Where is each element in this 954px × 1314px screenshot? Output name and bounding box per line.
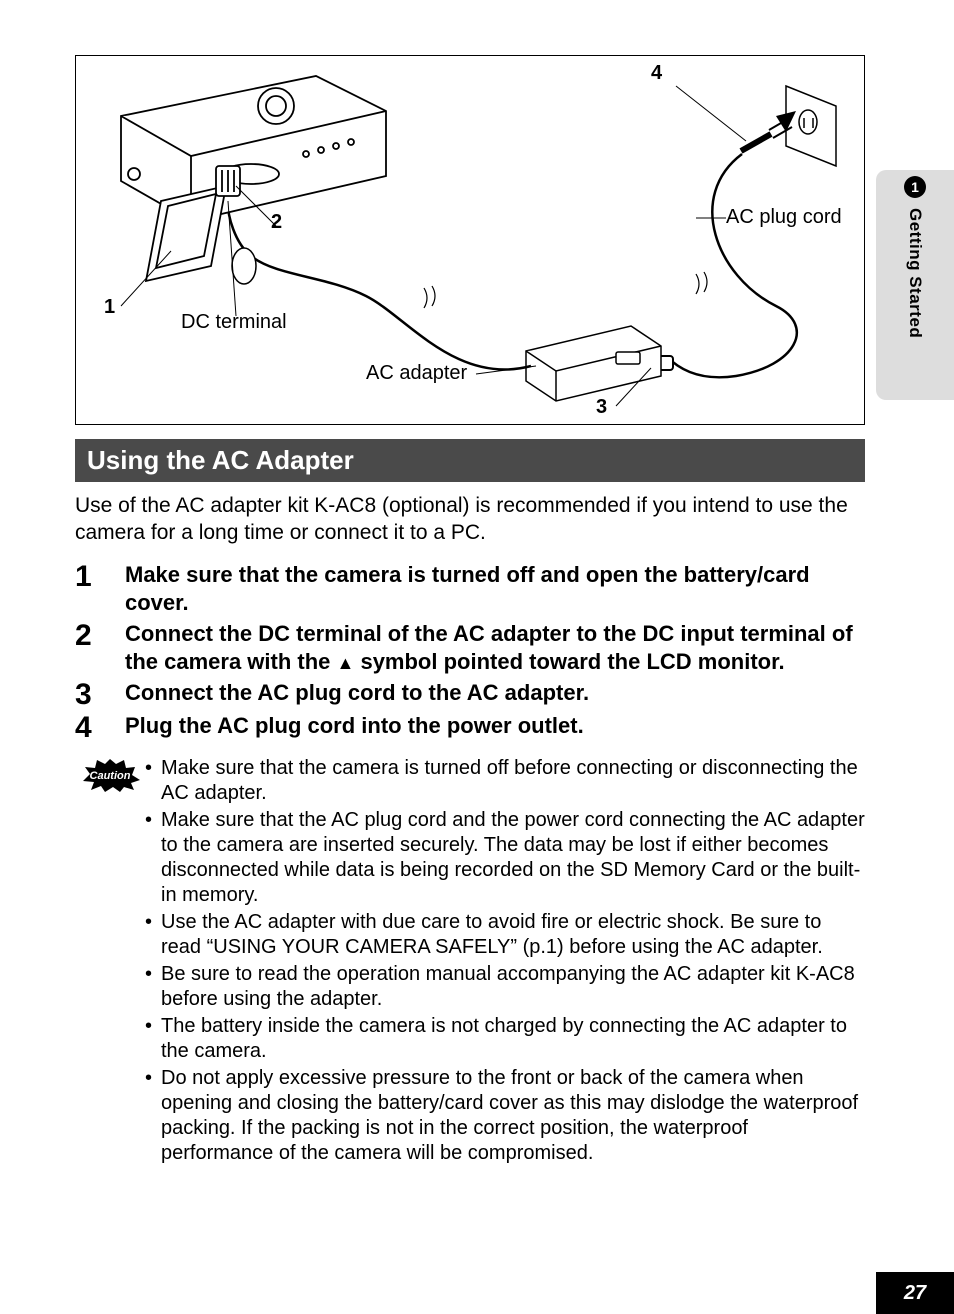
caution-item: •Make sure that the camera is turned off…: [145, 756, 865, 806]
figure-illustration: [76, 56, 866, 426]
step-row: 4 Plug the AC plug cord into the power o…: [75, 712, 865, 744]
figure-label-dc-terminal: DC terminal: [181, 311, 287, 334]
chapter-label: Getting Started: [905, 208, 925, 338]
section-heading: Using the AC Adapter: [75, 439, 865, 482]
figure-callout-1: 1: [104, 296, 115, 319]
figure-ac-adapter: 1 2 3 4 DC terminal AC adapter AC plug c…: [75, 55, 865, 425]
caution-item: •Do not apply excessive pressure to the …: [145, 1066, 865, 1166]
step-text: Connect the DC terminal of the AC adapte…: [125, 620, 865, 677]
page-number: 27: [876, 1272, 954, 1314]
chapter-tab: 1 Getting Started: [876, 170, 954, 400]
step-row: 2 Connect the DC terminal of the AC adap…: [75, 620, 865, 677]
caution-item: •The battery inside the camera is not ch…: [145, 1014, 865, 1064]
up-triangle-icon: ▲: [337, 652, 355, 675]
step-number: 4: [75, 712, 125, 744]
step-number: 3: [75, 679, 125, 711]
step-text: Connect the AC plug cord to the AC adapt…: [125, 679, 589, 708]
content-area: 1 2 3 4 DC terminal AC adapter AC plug c…: [75, 55, 865, 1168]
step-row: 1 Make sure that the camera is turned of…: [75, 561, 865, 618]
figure-label-ac-plug-cord: AC plug cord: [726, 206, 842, 229]
caution-item: •Use the AC adapter with due care to avo…: [145, 910, 865, 960]
figure-callout-3: 3: [596, 396, 607, 419]
steps-list: 1 Make sure that the camera is turned of…: [75, 561, 865, 744]
caution-item: •Make sure that the AC plug cord and the…: [145, 808, 865, 908]
step-number: 1: [75, 561, 125, 593]
figure-callout-2: 2: [271, 211, 282, 234]
caution-block: Caution •Make sure that the camera is tu…: [75, 756, 865, 1168]
step-number: 2: [75, 620, 125, 652]
intro-text: Use of the AC adapter kit K-AC8 (optiona…: [75, 492, 865, 547]
svg-text:Caution: Caution: [90, 770, 131, 782]
step-text: Make sure that the camera is turned off …: [125, 561, 865, 618]
step-row: 3 Connect the AC plug cord to the AC ada…: [75, 679, 865, 711]
caution-item: •Be sure to read the operation manual ac…: [145, 962, 865, 1012]
step-text: Plug the AC plug cord into the power out…: [125, 712, 584, 741]
caution-list: •Make sure that the camera is turned off…: [145, 756, 865, 1168]
chapter-number-badge: 1: [904, 176, 926, 198]
page: 1 Getting Started 27: [0, 0, 954, 1314]
figure-callout-4: 4: [651, 62, 662, 85]
caution-badge: Caution: [75, 756, 145, 1168]
side-strip: 1 Getting Started 27: [876, 0, 954, 1314]
figure-label-ac-adapter: AC adapter: [366, 362, 467, 385]
caution-burst-icon: Caution: [79, 758, 141, 792]
